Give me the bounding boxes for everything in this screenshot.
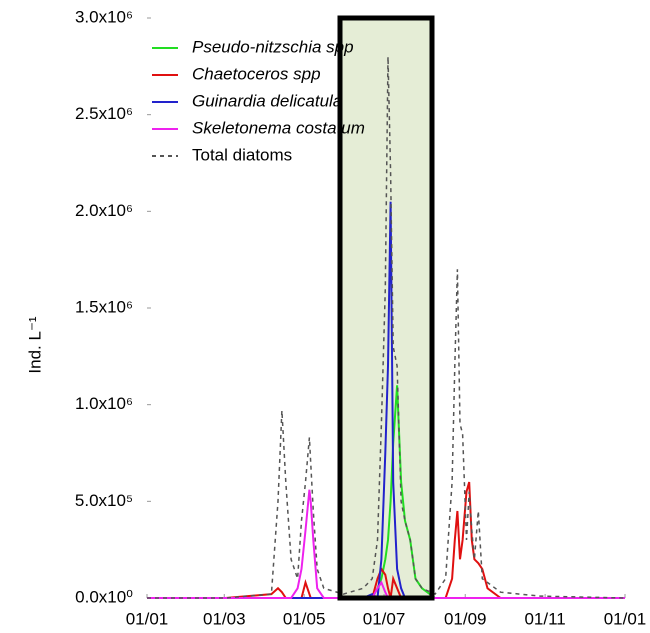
legend-label: Guinardia delicatula bbox=[192, 91, 342, 110]
x-tick-label: 01/11 bbox=[524, 609, 565, 628]
x-tick-label: 01/05 bbox=[283, 609, 326, 628]
y-tick-label: 1.0x10⁶ bbox=[75, 394, 133, 413]
x-tick-label: 01/03 bbox=[203, 609, 246, 628]
y-axis-label: Ind. L⁻¹ bbox=[25, 316, 44, 374]
legend: Pseudo-nitzschia spp Chaetoceros spp Guina… bbox=[152, 37, 365, 164]
y-tick-label: 5.0x10⁵ bbox=[75, 491, 133, 510]
y-tick-label: 2.5x10⁶ bbox=[75, 104, 133, 123]
legend-label: Skeletonema costatum bbox=[192, 118, 365, 137]
y-tick-label: 2.0x10⁶ bbox=[75, 201, 133, 220]
legend-label: Chaetoceros spp bbox=[192, 64, 321, 83]
highlight-period bbox=[340, 18, 432, 598]
y-tick-label: 1.5x10⁶ bbox=[75, 297, 133, 316]
legend-label: Total diatoms bbox=[192, 145, 292, 164]
x-tick-label: 01/01 bbox=[126, 609, 169, 628]
legend-label: Pseudo-nitzschia spp bbox=[192, 37, 354, 56]
x-tick-label: 01/09 bbox=[444, 609, 487, 628]
y-tick-label: 3.0x10⁶ bbox=[75, 7, 133, 26]
y-tick-label: 0.0x10⁰ bbox=[75, 587, 133, 606]
highlight-border bbox=[337, 15, 435, 601]
x-tick-label: 01/07 bbox=[363, 609, 406, 628]
x-tick-label: 01/01 bbox=[604, 609, 647, 628]
